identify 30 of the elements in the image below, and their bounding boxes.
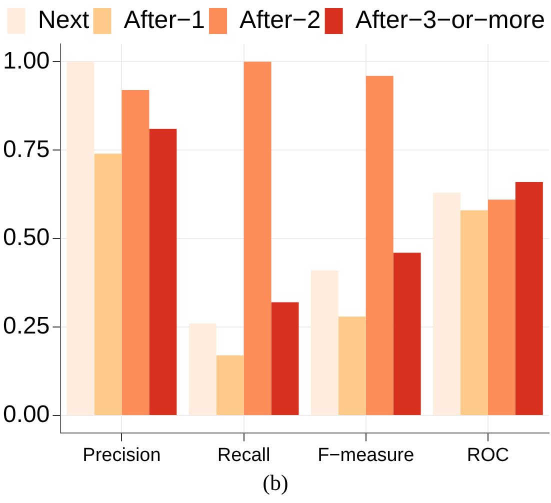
y-tick-label: 0.25 <box>2 312 50 340</box>
bar <box>310 270 338 416</box>
y-tick-label: 1.00 <box>2 47 50 74</box>
bar <box>393 252 421 416</box>
x-tick-label: ROC <box>466 444 510 466</box>
bar <box>338 316 366 416</box>
bar <box>94 154 122 416</box>
bar <box>433 192 460 416</box>
y-tick-label: 0.50 <box>2 224 50 252</box>
y-tick-label: 0.00 <box>2 401 50 428</box>
legend-label: After−1 <box>124 6 206 34</box>
y-tick-label: 0.75 <box>2 136 50 163</box>
x-tick-label: F−measure <box>318 444 414 466</box>
bar <box>366 76 394 416</box>
bar <box>244 62 272 416</box>
bar <box>188 324 216 416</box>
text: (b) <box>262 470 290 496</box>
x-tick-label: Recall <box>217 444 270 466</box>
bar <box>122 90 150 416</box>
bar <box>460 210 488 416</box>
legend-label: After−2 <box>240 6 321 34</box>
x-tick-label: Precision <box>82 444 161 466</box>
legend-label: After−3−or−more <box>355 6 545 34</box>
bar <box>271 302 299 416</box>
legend-label: Next <box>38 6 90 34</box>
bar <box>515 182 543 416</box>
bar <box>488 200 516 416</box>
bar <box>66 62 94 416</box>
bar <box>149 128 177 416</box>
bar <box>216 355 244 416</box>
